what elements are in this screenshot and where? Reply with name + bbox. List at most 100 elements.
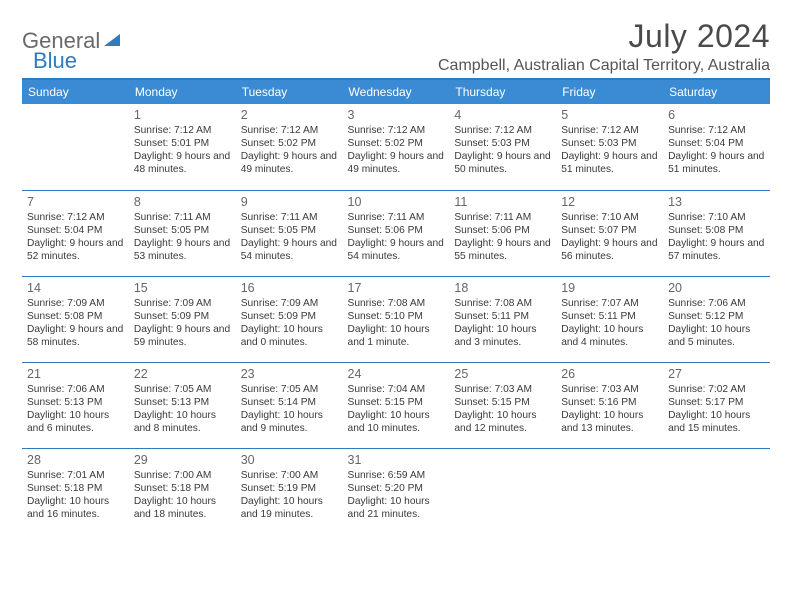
daylight-text: Daylight: 9 hours and 59 minutes.: [134, 323, 231, 349]
calendar-week-row: 1Sunrise: 7:12 AMSunset: 5:01 PMDaylight…: [22, 104, 770, 190]
day-number: 30: [241, 452, 338, 468]
sunset-text: Sunset: 5:11 PM: [454, 310, 551, 323]
sunset-text: Sunset: 5:14 PM: [241, 396, 338, 409]
day-details: Sunrise: 7:12 AMSunset: 5:01 PMDaylight:…: [134, 124, 231, 176]
calendar-cell: 7Sunrise: 7:12 AMSunset: 5:04 PMDaylight…: [22, 190, 129, 276]
daylight-text: Daylight: 10 hours and 16 minutes.: [27, 495, 124, 521]
day-number: 20: [668, 280, 765, 296]
calendar-cell: 11Sunrise: 7:11 AMSunset: 5:06 PMDayligh…: [449, 190, 556, 276]
sunrise-text: Sunrise: 7:03 AM: [454, 383, 551, 396]
calendar-cell: 5Sunrise: 7:12 AMSunset: 5:03 PMDaylight…: [556, 104, 663, 190]
day-details: Sunrise: 7:04 AMSunset: 5:15 PMDaylight:…: [348, 383, 445, 435]
sunrise-text: Sunrise: 7:10 AM: [668, 211, 765, 224]
sunset-text: Sunset: 5:10 PM: [348, 310, 445, 323]
calendar-cell: 13Sunrise: 7:10 AMSunset: 5:08 PMDayligh…: [663, 190, 770, 276]
daylight-text: Daylight: 9 hours and 58 minutes.: [27, 323, 124, 349]
sunrise-text: Sunrise: 7:11 AM: [134, 211, 231, 224]
sunrise-text: Sunrise: 7:12 AM: [241, 124, 338, 137]
sunrise-text: Sunrise: 7:04 AM: [348, 383, 445, 396]
daylight-text: Daylight: 9 hours and 51 minutes.: [668, 150, 765, 176]
sunrise-text: Sunrise: 7:09 AM: [134, 297, 231, 310]
day-details: Sunrise: 7:06 AMSunset: 5:13 PMDaylight:…: [27, 383, 124, 435]
daylight-text: Daylight: 10 hours and 21 minutes.: [348, 495, 445, 521]
sunset-text: Sunset: 5:08 PM: [27, 310, 124, 323]
day-number: 31: [348, 452, 445, 468]
calendar-cell: 18Sunrise: 7:08 AMSunset: 5:11 PMDayligh…: [449, 276, 556, 362]
daylight-text: Daylight: 9 hours and 53 minutes.: [134, 237, 231, 263]
daylight-text: Daylight: 10 hours and 13 minutes.: [561, 409, 658, 435]
sunrise-text: Sunrise: 7:11 AM: [241, 211, 338, 224]
day-details: Sunrise: 7:11 AMSunset: 5:06 PMDaylight:…: [348, 211, 445, 263]
day-details: Sunrise: 7:00 AMSunset: 5:18 PMDaylight:…: [134, 469, 231, 521]
calendar-cell: 19Sunrise: 7:07 AMSunset: 5:11 PMDayligh…: [556, 276, 663, 362]
day-details: Sunrise: 7:10 AMSunset: 5:07 PMDaylight:…: [561, 211, 658, 263]
day-details: Sunrise: 7:07 AMSunset: 5:11 PMDaylight:…: [561, 297, 658, 349]
day-details: Sunrise: 7:12 AMSunset: 5:02 PMDaylight:…: [348, 124, 445, 176]
calendar-cell: 2Sunrise: 7:12 AMSunset: 5:02 PMDaylight…: [236, 104, 343, 190]
calendar-cell: 9Sunrise: 7:11 AMSunset: 5:05 PMDaylight…: [236, 190, 343, 276]
daylight-text: Daylight: 10 hours and 12 minutes.: [454, 409, 551, 435]
daylight-text: Daylight: 9 hours and 49 minutes.: [241, 150, 338, 176]
sunset-text: Sunset: 5:06 PM: [348, 224, 445, 237]
day-details: Sunrise: 7:09 AMSunset: 5:09 PMDaylight:…: [241, 297, 338, 349]
sunrise-text: Sunrise: 6:59 AM: [348, 469, 445, 482]
sunset-text: Sunset: 5:03 PM: [561, 137, 658, 150]
day-number: 29: [134, 452, 231, 468]
logo-sail-icon: [102, 28, 122, 54]
calendar-week-row: 7Sunrise: 7:12 AMSunset: 5:04 PMDaylight…: [22, 190, 770, 276]
day-number: 1: [134, 107, 231, 123]
day-details: Sunrise: 7:12 AMSunset: 5:04 PMDaylight:…: [668, 124, 765, 176]
calendar-cell: 14Sunrise: 7:09 AMSunset: 5:08 PMDayligh…: [22, 276, 129, 362]
calendar-week-row: 14Sunrise: 7:09 AMSunset: 5:08 PMDayligh…: [22, 276, 770, 362]
calendar-cell: 20Sunrise: 7:06 AMSunset: 5:12 PMDayligh…: [663, 276, 770, 362]
location-rule: Campbell, Australian Capital Territory, …: [22, 57, 770, 80]
day-details: Sunrise: 7:10 AMSunset: 5:08 PMDaylight:…: [668, 211, 765, 263]
sunset-text: Sunset: 5:18 PM: [134, 482, 231, 495]
day-details: Sunrise: 7:11 AMSunset: 5:05 PMDaylight:…: [241, 211, 338, 263]
sunset-text: Sunset: 5:06 PM: [454, 224, 551, 237]
sunrise-text: Sunrise: 7:12 AM: [134, 124, 231, 137]
sunrise-text: Sunrise: 7:12 AM: [668, 124, 765, 137]
sunrise-text: Sunrise: 7:11 AM: [454, 211, 551, 224]
month-title: July 2024: [629, 18, 770, 55]
day-details: Sunrise: 7:06 AMSunset: 5:12 PMDaylight:…: [668, 297, 765, 349]
sunset-text: Sunset: 5:17 PM: [668, 396, 765, 409]
daylight-text: Daylight: 10 hours and 6 minutes.: [27, 409, 124, 435]
day-number: 14: [27, 280, 124, 296]
day-details: Sunrise: 7:12 AMSunset: 5:03 PMDaylight:…: [454, 124, 551, 176]
calendar-cell: 27Sunrise: 7:02 AMSunset: 5:17 PMDayligh…: [663, 362, 770, 448]
sunrise-text: Sunrise: 7:07 AM: [561, 297, 658, 310]
calendar-cell: 6Sunrise: 7:12 AMSunset: 5:04 PMDaylight…: [663, 104, 770, 190]
title-block: July 2024: [629, 18, 770, 55]
calendar-cell: 22Sunrise: 7:05 AMSunset: 5:13 PMDayligh…: [129, 362, 236, 448]
sunrise-text: Sunrise: 7:05 AM: [241, 383, 338, 396]
day-number: 4: [454, 107, 551, 123]
calendar-cell: 3Sunrise: 7:12 AMSunset: 5:02 PMDaylight…: [343, 104, 450, 190]
day-details: Sunrise: 7:03 AMSunset: 5:15 PMDaylight:…: [454, 383, 551, 435]
calendar-cell: 25Sunrise: 7:03 AMSunset: 5:15 PMDayligh…: [449, 362, 556, 448]
calendar-cell: [449, 448, 556, 534]
day-number: 17: [348, 280, 445, 296]
calendar-cell: 28Sunrise: 7:01 AMSunset: 5:18 PMDayligh…: [22, 448, 129, 534]
calendar-cell: 15Sunrise: 7:09 AMSunset: 5:09 PMDayligh…: [129, 276, 236, 362]
sunset-text: Sunset: 5:02 PM: [241, 137, 338, 150]
calendar-cell: 29Sunrise: 7:00 AMSunset: 5:18 PMDayligh…: [129, 448, 236, 534]
day-number: 28: [27, 452, 124, 468]
sunset-text: Sunset: 5:09 PM: [241, 310, 338, 323]
day-number: 24: [348, 366, 445, 382]
calendar-cell: 31Sunrise: 6:59 AMSunset: 5:20 PMDayligh…: [343, 448, 450, 534]
sunset-text: Sunset: 5:04 PM: [668, 137, 765, 150]
day-number: 7: [27, 194, 124, 210]
location-text: Campbell, Australian Capital Territory, …: [22, 57, 770, 75]
sunrise-text: Sunrise: 7:06 AM: [668, 297, 765, 310]
day-number: 27: [668, 366, 765, 382]
daylight-text: Daylight: 10 hours and 8 minutes.: [134, 409, 231, 435]
day-details: Sunrise: 7:12 AMSunset: 5:04 PMDaylight:…: [27, 211, 124, 263]
sunrise-text: Sunrise: 7:11 AM: [348, 211, 445, 224]
daylight-text: Daylight: 10 hours and 18 minutes.: [134, 495, 231, 521]
day-details: Sunrise: 7:00 AMSunset: 5:19 PMDaylight:…: [241, 469, 338, 521]
day-number: 10: [348, 194, 445, 210]
sunrise-text: Sunrise: 7:00 AM: [134, 469, 231, 482]
day-number: 2: [241, 107, 338, 123]
sunset-text: Sunset: 5:13 PM: [134, 396, 231, 409]
